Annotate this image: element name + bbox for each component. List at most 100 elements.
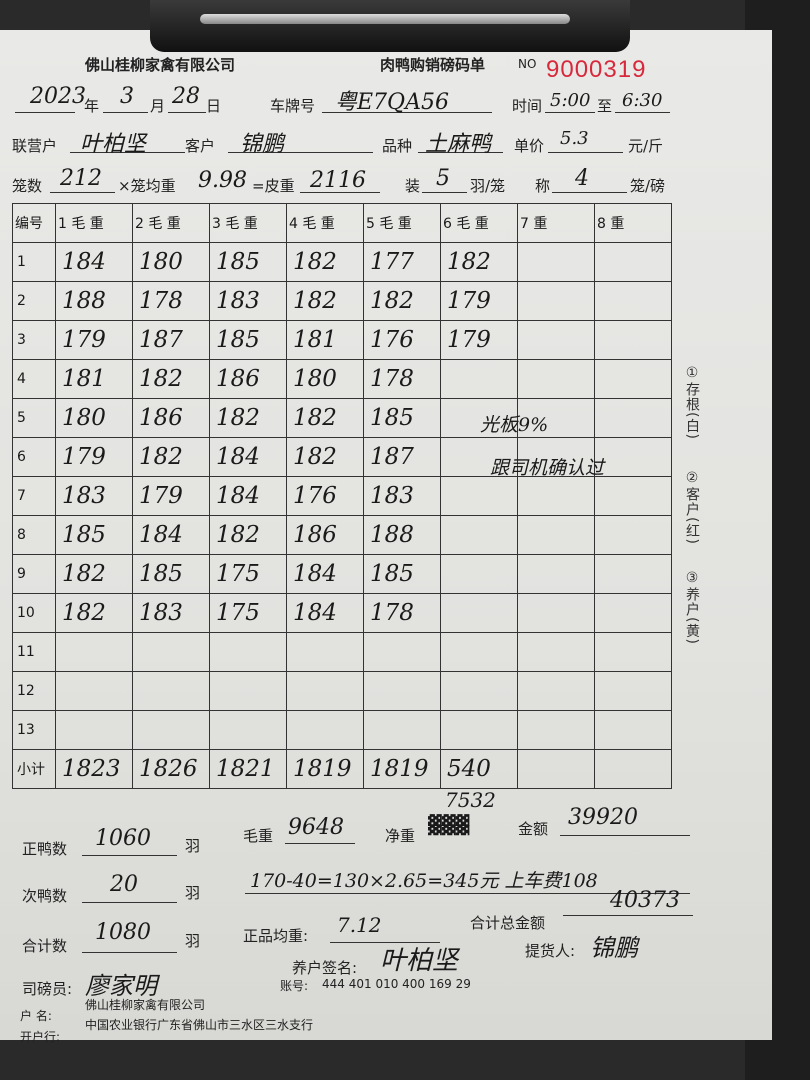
weight-cell: 182 xyxy=(286,398,364,438)
farmer-signature: 叶柏坚 xyxy=(380,946,459,976)
row-number: 编号 xyxy=(12,203,56,243)
row-number: 9 xyxy=(12,554,56,594)
weight-cell: 182 xyxy=(209,515,287,555)
weight-cell: 183 xyxy=(209,281,287,321)
day-label: 日 xyxy=(206,97,222,115)
gross-weight: 9648 xyxy=(288,815,344,840)
weigher-label: 司磅员: xyxy=(22,980,73,998)
weight-cell xyxy=(440,398,518,438)
customer: 锦鹏 xyxy=(240,132,285,157)
weight-cell xyxy=(440,437,518,477)
weight-cell: 184 xyxy=(286,554,364,594)
total-count: 1080 xyxy=(95,920,151,945)
weight-cell: 184 xyxy=(55,242,133,282)
weight-cell: 5 毛 重 xyxy=(363,203,441,243)
weight-cell: 1 毛 重 xyxy=(55,203,133,243)
clipboard-bar xyxy=(200,14,570,24)
net-weight-crossed: ▓▓▓ xyxy=(428,815,470,836)
second-label: 次鸭数 xyxy=(22,887,68,905)
weight-cell: 1826 xyxy=(132,749,210,789)
weight-cell: 176 xyxy=(286,476,364,516)
weight-cell: 181 xyxy=(286,320,364,360)
weight-cell: 183 xyxy=(363,476,441,516)
table-row: 12 xyxy=(12,671,672,711)
weight-cell xyxy=(132,710,210,750)
variety-label: 品种 xyxy=(382,137,413,155)
cages: 212 xyxy=(60,166,102,191)
table-row: 6 179 182 184 182 187 xyxy=(12,437,672,477)
total-label: 合计数 xyxy=(22,937,68,955)
weight-cell: 182 xyxy=(55,554,133,594)
weight-cell xyxy=(363,710,441,750)
day: 28 xyxy=(172,84,200,109)
weight-cell xyxy=(517,320,595,360)
calc-note: 170-40=130×2.65=345元 上车费108 xyxy=(250,870,598,892)
weight-cell: 179 xyxy=(55,437,133,477)
table-row: 3 179 187 185 181 176 179 xyxy=(12,320,672,360)
avg-weight: 7.12 xyxy=(337,913,382,937)
weight-cell xyxy=(440,476,518,516)
weight-cell: 177 xyxy=(363,242,441,282)
weight-cell: 178 xyxy=(132,281,210,321)
weight-cell xyxy=(594,242,672,282)
side-label: ③养户(黄) xyxy=(684,570,700,645)
pickup-signature: 锦鹏 xyxy=(590,934,638,962)
weight-cell xyxy=(594,359,672,399)
weight-cell: 540 xyxy=(440,749,518,789)
bank-label: 开户行: xyxy=(20,1030,61,1044)
year-label: 年 xyxy=(84,97,100,115)
weight-cell: 1819 xyxy=(363,749,441,789)
price-unit: 元/斤 xyxy=(628,137,664,155)
weight-cell: 184 xyxy=(209,476,287,516)
weight-cell: 179 xyxy=(132,476,210,516)
weight-cell xyxy=(55,710,133,750)
weight-cell xyxy=(517,710,595,750)
weight-cell: 186 xyxy=(209,359,287,399)
weight-cell: 186 xyxy=(132,398,210,438)
weight-cell: 3 毛 重 xyxy=(209,203,287,243)
account-name-label: 户 名: xyxy=(20,1009,52,1023)
weight-cell: 4 毛 重 xyxy=(286,203,364,243)
weight-cell xyxy=(440,632,518,672)
row-number: 11 xyxy=(12,632,56,672)
row-number: 10 xyxy=(12,593,56,633)
table-row: 4 181 182 186 180 178 xyxy=(12,359,672,399)
weight-cell xyxy=(517,554,595,594)
weight-cell: 182 xyxy=(286,281,364,321)
row-number: 2 xyxy=(12,281,56,321)
tare: 2116 xyxy=(310,168,366,193)
price-label: 单价 xyxy=(514,137,545,155)
weight-cell: 185 xyxy=(363,554,441,594)
weight-cell xyxy=(440,515,518,555)
unit: 羽 xyxy=(185,884,201,902)
year: 2023 xyxy=(30,84,86,109)
side-label: ②客户(红) xyxy=(684,470,700,545)
weight-cell: 182 xyxy=(363,281,441,321)
weight-cell xyxy=(132,671,210,711)
weight-cell: 185 xyxy=(363,398,441,438)
weight-cell: 182 xyxy=(286,437,364,477)
weight-cell xyxy=(594,632,672,672)
weight-cell xyxy=(517,671,595,711)
weight-cell xyxy=(594,593,672,633)
weight-cell: 175 xyxy=(209,554,287,594)
weight-cell xyxy=(286,671,364,711)
table-row: 13 xyxy=(12,710,672,750)
weight-cell xyxy=(594,749,672,789)
weight-cell xyxy=(517,749,595,789)
weight-cell: 182 xyxy=(440,242,518,282)
weight-cell: 184 xyxy=(286,593,364,633)
row-number: 6 xyxy=(12,437,56,477)
account-name: 佛山桂柳家禽有限公司 xyxy=(85,998,206,1012)
table-row: 9 182 185 175 184 185 xyxy=(12,554,672,594)
plate-number: 粤E7QA56 xyxy=(335,90,449,115)
row-number: 1 xyxy=(12,242,56,282)
weight-cell: 182 xyxy=(209,398,287,438)
weight-cell xyxy=(517,242,595,282)
weight-cell: 1819 xyxy=(286,749,364,789)
net-weight: 7532 xyxy=(445,788,496,812)
time-label: 时间 xyxy=(512,97,543,115)
weight-cell xyxy=(209,671,287,711)
clipboard-clip xyxy=(150,0,630,52)
weight-cell xyxy=(594,281,672,321)
